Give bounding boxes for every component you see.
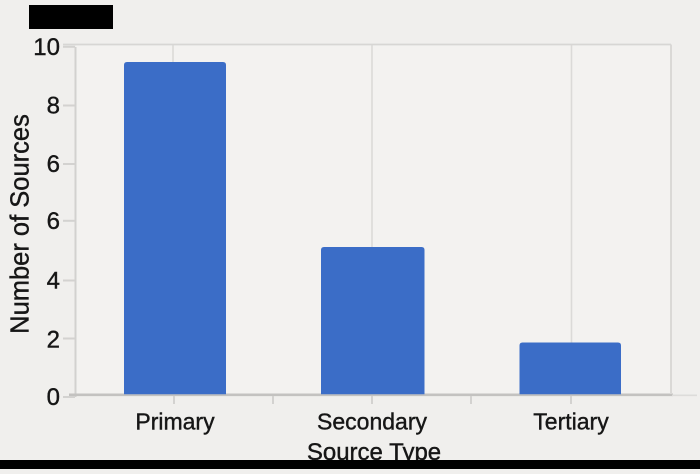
svg-text:8: 8 — [47, 93, 60, 120]
svg-text:0: 0 — [47, 384, 60, 411]
svg-text:6: 6 — [47, 151, 60, 178]
svg-text:Tertiary: Tertiary — [533, 409, 609, 435]
svg-text:4: 4 — [47, 268, 60, 295]
svg-text:Primary: Primary — [135, 409, 215, 435]
svg-text:Number of Sources: Number of Sources — [7, 114, 35, 334]
svg-text:2: 2 — [47, 327, 60, 354]
svg-text:6: 6 — [47, 208, 60, 235]
svg-text:10: 10 — [33, 34, 60, 61]
svg-text:Secondary: Secondary — [317, 409, 427, 435]
